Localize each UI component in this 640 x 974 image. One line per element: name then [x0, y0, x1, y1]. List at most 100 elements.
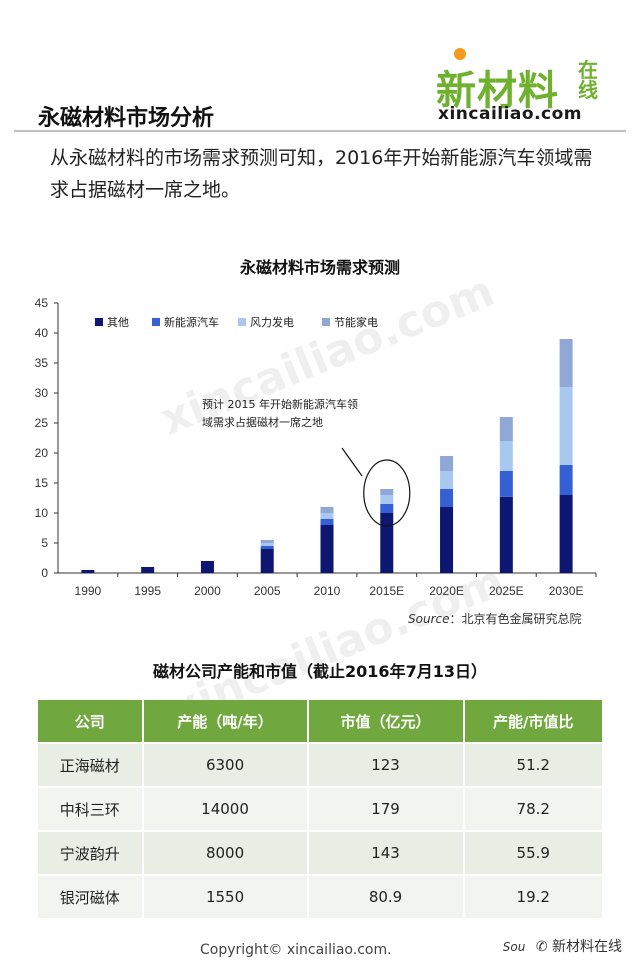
demand-forecast-chart: 0 5 10 15 20 25 30 35 40 45 1990 1995 2000 2005 2010 20… — [35, 296, 597, 598]
legend-label: 其他 — [107, 316, 129, 329]
x-tick-label: 1990 — [75, 584, 102, 598]
x-tick-label: 2015E — [369, 584, 404, 598]
title-divider — [14, 130, 626, 132]
brand-logo: 新材料 在线 xincailiao.com — [436, 44, 612, 128]
cell-capacity: 14000 — [142, 786, 309, 831]
bar-segment — [499, 471, 513, 497]
logo-brand-en: xincailiao.com — [438, 104, 583, 124]
table-row: 正海磁材 6300 123 51.2 — [38, 742, 602, 787]
legend-swatch — [322, 318, 330, 326]
x-tick-label: 1995 — [134, 584, 161, 598]
wechat-watermark: Sou ✆ 新材料在线 — [503, 936, 622, 956]
y-tick-label: 40 — [35, 326, 49, 340]
legend-swatch — [238, 318, 246, 326]
header-market-cap: 市值（亿元） — [307, 700, 465, 743]
chart-source: Source：北京有色金属研究总院 — [408, 610, 582, 627]
bar-segment — [320, 525, 334, 573]
y-tick-label: 10 — [35, 506, 49, 520]
highlight-circle — [363, 459, 411, 527]
y-tick-label: 15 — [35, 476, 49, 490]
x-tick-label: 2025E — [489, 584, 524, 598]
cell-company: 正海磁材 — [38, 742, 144, 787]
bar-segment — [380, 495, 394, 504]
legend-label: 新能源汽车 — [164, 315, 219, 329]
cell-market-cap: 179 — [307, 786, 465, 831]
y-tick-label: 45 — [35, 296, 49, 310]
bar-segment — [440, 471, 454, 489]
annotation-line-1: 预计 2015 年开始新能源汽车领 — [202, 397, 358, 411]
bar-segment — [559, 495, 573, 573]
cell-market-cap: 123 — [307, 742, 465, 787]
bar-segment — [440, 507, 454, 573]
table-row: 银河磁体 1550 80.9 19.2 — [38, 874, 602, 918]
bar-segment — [440, 489, 454, 507]
wechat-icon: ✆ — [535, 939, 548, 955]
x-tick-label: 2010 — [314, 584, 341, 598]
bar-segment — [260, 540, 274, 543]
bar-segment — [81, 570, 95, 573]
legend-swatch — [95, 318, 103, 326]
bar-segment — [440, 456, 454, 471]
y-tick-label: 0 — [41, 566, 48, 580]
logo-brand-cn: 新材料 — [436, 68, 559, 114]
bar-segment — [380, 513, 394, 573]
cell-capacity: 8000 — [142, 830, 309, 875]
bar-segment — [559, 387, 573, 465]
bar-segment — [320, 507, 334, 513]
bar-segment — [320, 513, 334, 519]
table-title: 磁材公司产能和市值（截止2016年7月13日） — [153, 662, 487, 681]
y-tick-label: 5 — [41, 536, 48, 550]
cell-company: 中科三环 — [38, 786, 144, 831]
y-tick-label: 30 — [35, 386, 49, 400]
x-tick-label: 2030E — [549, 584, 584, 598]
bar-segment — [260, 543, 274, 546]
wechat-name: 新材料在线 — [552, 939, 622, 955]
legend-label: 节能家电 — [334, 315, 378, 329]
x-tick-label: 2000 — [194, 584, 221, 598]
logo-dot-icon — [454, 48, 466, 60]
cell-capacity: 1550 — [142, 874, 309, 918]
cell-ratio: 19.2 — [463, 874, 602, 918]
bar-segment — [260, 549, 274, 573]
cell-company: 宁波韵升 — [38, 830, 144, 875]
intro-paragraph: 从永磁材料的市场需求预测可知，2016年开始新能源汽车领域需求占据磁材一席之地。 — [50, 147, 593, 201]
source-stub: Sou — [502, 940, 526, 954]
table-row: 中科三环 14000 179 78.2 — [38, 786, 602, 831]
cell-company: 银河磁体 — [38, 874, 144, 918]
y-tick-label: 20 — [35, 446, 49, 460]
source-text: ：北京有色金属研究总院 — [449, 612, 582, 626]
header-company: 公司 — [38, 700, 144, 743]
x-tick-label: 2020E — [429, 584, 464, 598]
cell-market-cap: 80.9 — [307, 874, 465, 918]
table-row: 宁波韵升 8000 143 55.9 — [38, 830, 602, 875]
cell-ratio: 55.9 — [463, 830, 602, 875]
bar-segment — [499, 496, 513, 573]
annotation-line-2: 域需求占据磁材一席之地 — [202, 415, 323, 429]
bar-segment — [200, 561, 214, 573]
capacity-table: 公司 产能（吨/年） 市值（亿元） 产能/市值比 正海磁材 6300 123 5… — [38, 700, 602, 918]
bar-segment — [499, 441, 513, 471]
bar-segment — [559, 339, 573, 387]
table-header-row: 公司 产能（吨/年） 市值（亿元） 产能/市值比 — [38, 700, 602, 743]
y-tick-label: 35 — [35, 356, 49, 370]
bar-segment — [559, 465, 573, 495]
x-tick-label: 2005 — [254, 584, 281, 598]
y-tick-label: 25 — [35, 416, 49, 430]
chart-title: 永磁材料市场需求预测 — [239, 258, 400, 277]
bar-segment — [499, 417, 513, 441]
header-capacity: 产能（吨/年） — [142, 700, 309, 743]
legend-swatch — [152, 318, 160, 326]
cell-capacity: 6300 — [142, 742, 309, 787]
bar-segment — [141, 567, 155, 573]
cell-ratio: 51.2 — [463, 742, 602, 787]
source-label: Source — [408, 612, 450, 626]
bar-segment — [320, 519, 334, 525]
logo-brand-suffix: 在线 — [578, 58, 598, 102]
bar-segment — [380, 504, 394, 513]
bar-segment — [380, 489, 394, 495]
header-ratio: 产能/市值比 — [463, 700, 602, 743]
copyright-notice: Copyright© xincailiao.com. — [200, 942, 392, 958]
legend-label: 风力发电 — [250, 315, 294, 329]
section-title: 永磁材料市场分析 — [38, 106, 215, 131]
annotation-pointer — [341, 447, 363, 477]
